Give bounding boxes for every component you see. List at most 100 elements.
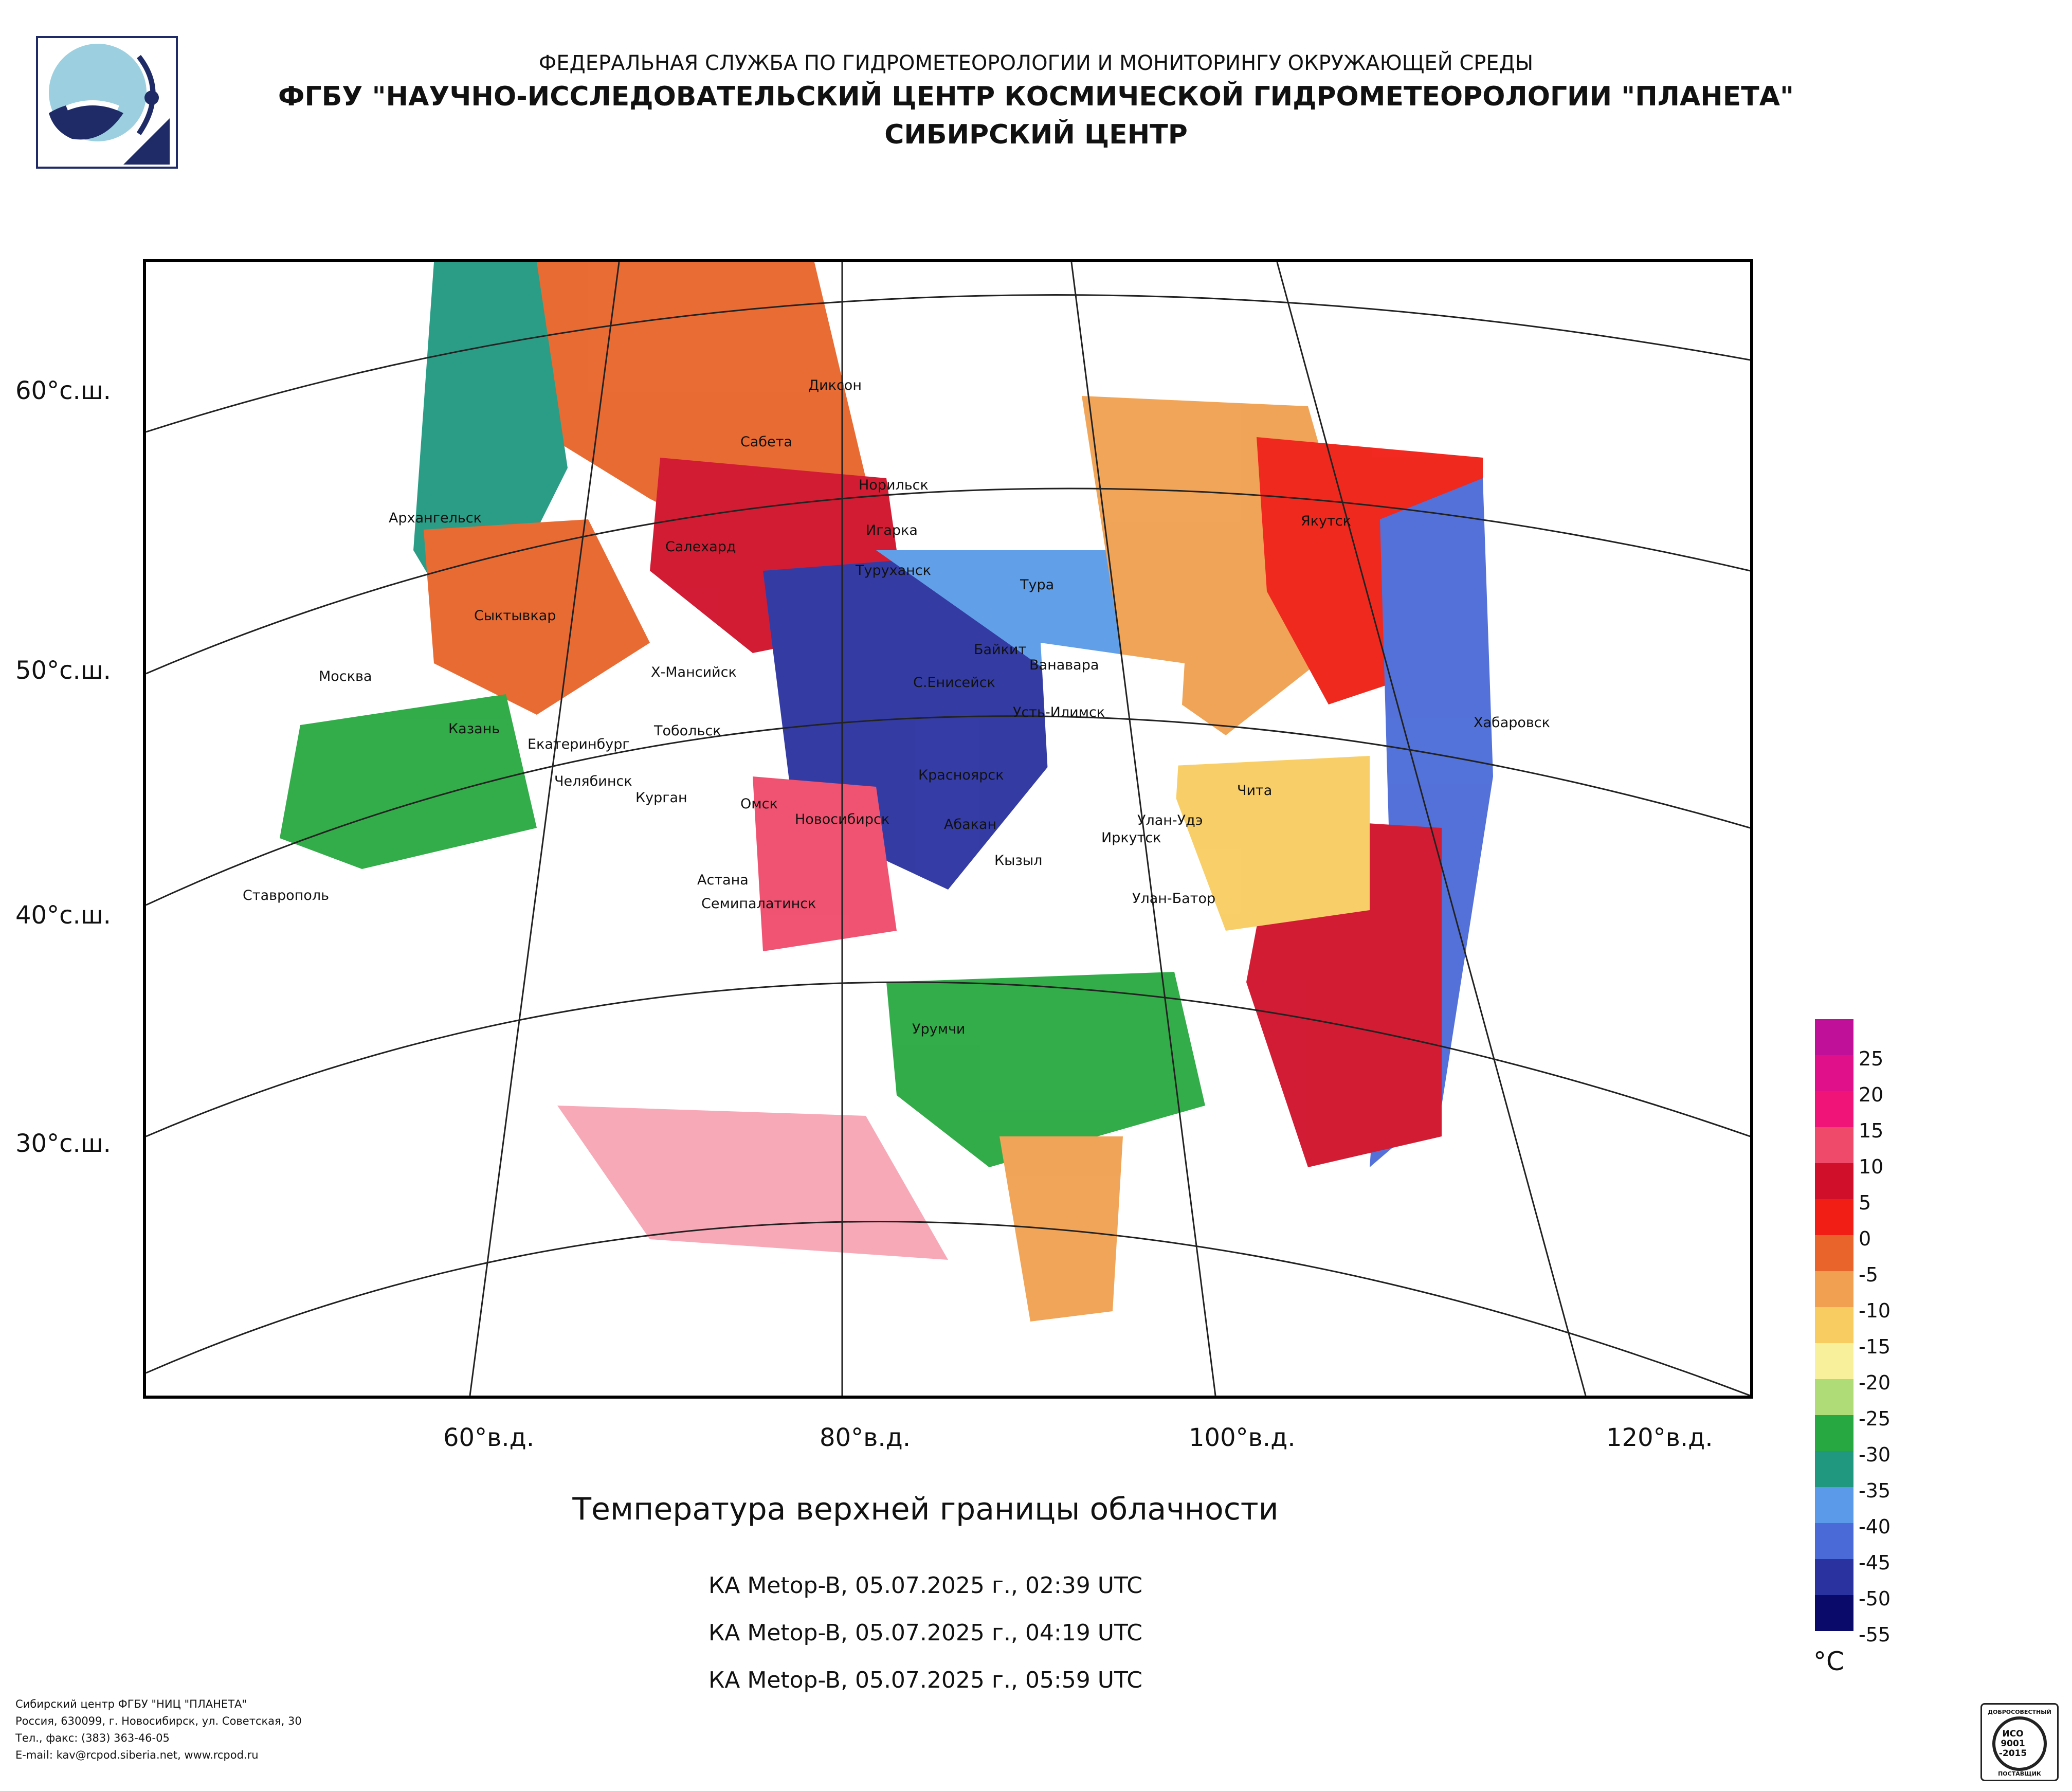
footer-phone: Тел., факс: (383) 363-46-05 [15, 1732, 170, 1744]
legend-swatch [1815, 1055, 1853, 1091]
city-label: Усть-Илимск [1013, 704, 1105, 720]
city-label: Улан-Удэ [1137, 812, 1203, 828]
iso-top-text: ДОБРОСОВЕСТНЫЙ [1988, 1709, 2051, 1715]
legend-swatch [1815, 1523, 1853, 1559]
legend-label: -45 [1859, 1551, 1891, 1574]
legend-label: -10 [1859, 1299, 1891, 1322]
lat-label-60: 60°с.ш. [15, 376, 111, 405]
legend-swatch [1815, 1379, 1853, 1415]
iso-std-2: 9001 [2001, 1739, 2025, 1749]
footer-org: Сибирский центр ФГБУ "НИЦ "ПЛАНЕТА" [15, 1698, 247, 1710]
legend-label: -50 [1859, 1587, 1891, 1610]
city-label: Москва [319, 668, 372, 684]
legend-label: 15 [1859, 1119, 1884, 1142]
legend-label: 0 [1859, 1227, 1871, 1250]
city-label: Сыктывкар [474, 608, 556, 624]
header-center: СИБИРСКИЙ ЦЕНТР [884, 119, 1188, 150]
planeta-logo [36, 36, 178, 169]
city-label: Игарка [866, 522, 918, 538]
legend-swatch [1815, 1415, 1853, 1451]
footer-address: Россия, 630099, г. Новосибирск, ул. Сове… [15, 1715, 302, 1727]
city-label: Кызыл [994, 853, 1043, 869]
legend-unit: °C [1813, 1647, 1844, 1676]
city-label: Архангельск [389, 510, 482, 526]
city-label: Иркутск [1101, 830, 1161, 846]
legend-swatch [1815, 1559, 1853, 1595]
footer-email: E-mail: kav@rcpod.siberia.net, www.rcpod… [15, 1749, 259, 1761]
city-label: Хабаровск [1474, 715, 1550, 731]
lon-label-60: 60°в.д. [443, 1423, 535, 1452]
city-label: Тура [1020, 577, 1055, 593]
city-label: Красноярск [918, 767, 1004, 783]
city-label: Ставрополь [243, 888, 330, 903]
pass-line-2: КА Metop-B, 05.07.2025 г., 04:19 UTC [708, 1620, 1142, 1646]
temperature-legend [1815, 1019, 1853, 1631]
legend-label: -25 [1859, 1407, 1891, 1430]
legend-swatch [1815, 1451, 1853, 1487]
map-title: Температура верхней границы облачности [572, 1491, 1279, 1527]
footer-contacts: Сибирский центр ФГБУ "НИЦ "ПЛАНЕТА" Росс… [15, 1696, 302, 1764]
legend-label: -40 [1859, 1515, 1891, 1538]
legend-swatch [1815, 1343, 1853, 1379]
legend-swatch [1815, 1595, 1853, 1631]
legend-swatch [1815, 1127, 1853, 1163]
cloud-top-temperature-map [143, 259, 1753, 1399]
legend-swatch [1815, 1235, 1853, 1271]
pass-line-3: КА Metop-B, 05.07.2025 г., 05:59 UTC [708, 1667, 1142, 1693]
lon-label-80: 80°в.д. [820, 1423, 911, 1452]
legend-swatch [1815, 1199, 1853, 1235]
city-label: Х-Мансийск [651, 664, 737, 680]
city-label: Челябинск [554, 773, 632, 789]
legend-label: -55 [1859, 1623, 1891, 1646]
iso-std-3: -2015 [1998, 1748, 2027, 1759]
city-label: Астана [697, 872, 749, 888]
city-label: Чита [1237, 783, 1273, 799]
city-label: Омск [740, 796, 778, 812]
legend-swatch [1815, 1487, 1853, 1523]
city-label: Ванавара [1029, 657, 1099, 673]
pass-line-1: КА Metop-B, 05.07.2025 г., 02:39 UTC [708, 1572, 1142, 1599]
legend-swatch [1815, 1307, 1853, 1343]
iso-ring-icon [1992, 1716, 2047, 1771]
iso-bottom-text: ПОСТАВЩИК [1998, 1770, 2041, 1777]
lon-label-120: 120°в.д. [1606, 1423, 1713, 1452]
legend-label: -20 [1859, 1371, 1891, 1394]
city-label: Диксон [808, 377, 862, 393]
iso-certificate-badge: ДОБРОСОВЕСТНЫЙ ИСО 9001 -2015 ПОСТАВЩИК [1980, 1703, 2059, 1781]
city-label: Новосибирск [795, 811, 890, 827]
legend-label: 20 [1859, 1083, 1884, 1106]
legend-label: 25 [1859, 1047, 1884, 1070]
city-label: Салехард [665, 539, 736, 555]
city-label: Улан-Батор [1132, 891, 1216, 907]
city-label: Екатеринбург [528, 736, 630, 752]
lat-label-50: 50°с.ш. [15, 656, 111, 685]
legend-label: 5 [1859, 1191, 1871, 1214]
city-label: Урумчи [912, 1021, 966, 1037]
cloud-field [280, 262, 1493, 1322]
legend-swatch [1815, 1019, 1853, 1055]
iso-std-1: ИСО [2002, 1729, 2024, 1739]
city-label: Абакан [944, 817, 997, 833]
legend-label: 10 [1859, 1155, 1884, 1178]
city-label: Семипалатинск [701, 896, 816, 912]
legend-label: -15 [1859, 1335, 1891, 1358]
city-label: Сабета [740, 434, 792, 450]
header-institute: ФГБУ "НАУЧНО-ИССЛЕДОВАТЕЛЬСКИЙ ЦЕНТР КОС… [278, 81, 1794, 112]
city-label: Байкит [974, 642, 1027, 658]
city-label: Тобольск [654, 723, 721, 739]
city-label: Якутск [1301, 513, 1351, 529]
header-agency: ФЕДЕРАЛЬНАЯ СЛУЖБА ПО ГИДРОМЕТЕОРОЛОГИИ … [538, 51, 1534, 75]
city-label: С.Енисейск [913, 675, 995, 691]
lon-label-100: 100°в.д. [1189, 1423, 1296, 1452]
city-label: Туруханск [856, 563, 931, 578]
legend-label: -5 [1859, 1263, 1878, 1286]
legend-swatch [1815, 1271, 1853, 1307]
city-label: Норильск [859, 477, 929, 493]
city-label: Казань [448, 721, 500, 737]
legend-label: -35 [1859, 1479, 1891, 1502]
lat-label-40: 40°с.ш. [15, 901, 111, 930]
legend-swatch [1815, 1163, 1853, 1199]
graticule [146, 262, 1750, 1396]
legend-label: -30 [1859, 1443, 1891, 1466]
legend-swatch [1815, 1091, 1853, 1127]
